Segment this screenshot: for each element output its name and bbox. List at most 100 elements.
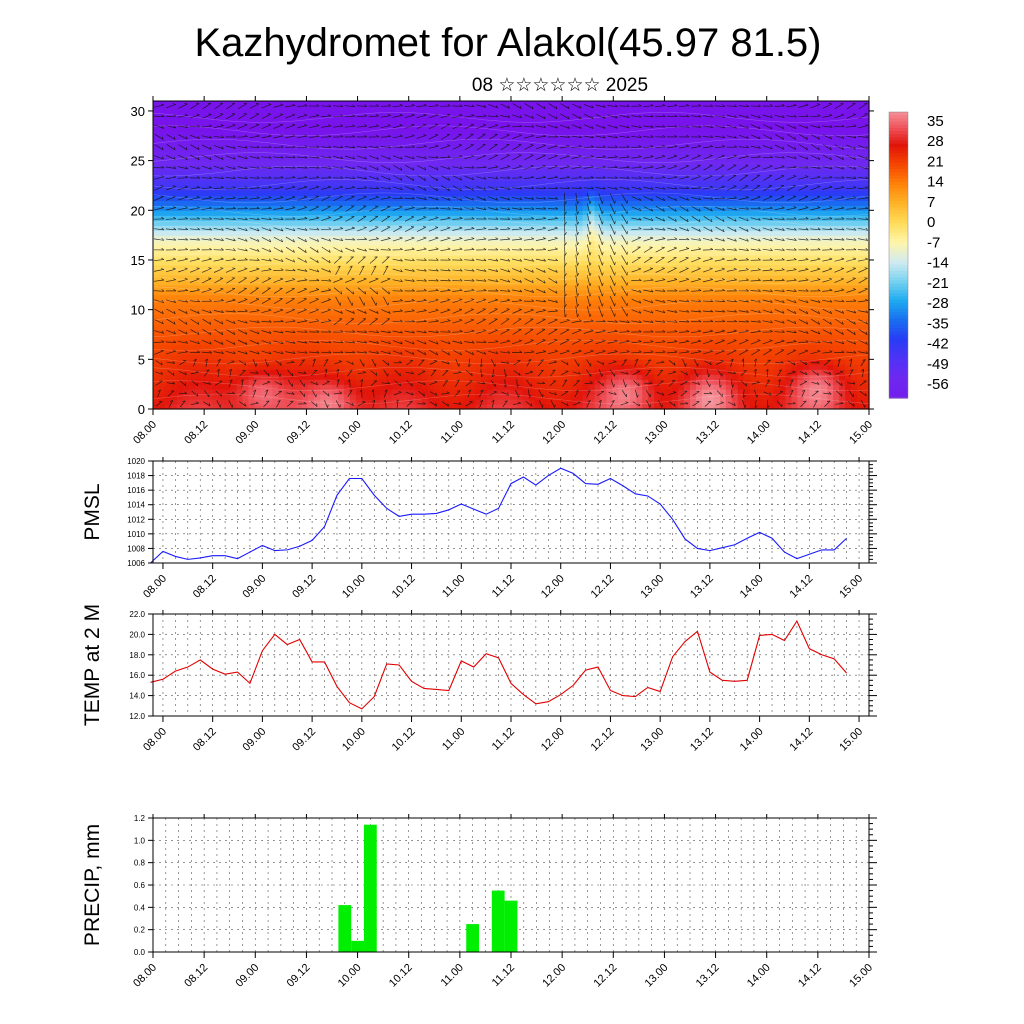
- heatmap-cell: [469, 334, 476, 341]
- heatmap-cell: [326, 145, 333, 152]
- heatmap-cell: [475, 329, 482, 336]
- heatmap-cell: [600, 101, 608, 107]
- heatmap-cell: [248, 140, 256, 147]
- heatmap-cell: [612, 145, 619, 152]
- heatmap-cell: [451, 125, 458, 132]
- heatmap-cell: [314, 369, 321, 375]
- heatmap-cell: [403, 245, 411, 251]
- heatmap-cell: [290, 145, 297, 152]
- heatmap-cell: [188, 140, 196, 147]
- heatmap-cell: [260, 245, 267, 251]
- heatmap-cell: [355, 150, 363, 157]
- heatmap-cell: [170, 324, 178, 331]
- heatmap-cell: [188, 294, 196, 301]
- heatmap-cell: [505, 150, 512, 157]
- heatmap-cell: [582, 215, 590, 221]
- heatmap-cell: [487, 259, 494, 266]
- heatmap-cell: [499, 195, 506, 201]
- heatmap-cell: [182, 279, 190, 286]
- heatmap-cell: [230, 289, 238, 296]
- heatmap-cell: [439, 284, 446, 291]
- heatmap-cell: [451, 394, 458, 400]
- heatmap-cell: [343, 160, 351, 167]
- heatmap-cell: [320, 165, 327, 172]
- heatmap-cell: [606, 379, 614, 385]
- heatmap-cell: [337, 279, 345, 286]
- heatmap-cell: [254, 180, 261, 187]
- heatmap-cell: [511, 279, 518, 286]
- heatmap-cell: [278, 334, 285, 341]
- heatmap-cell: [379, 225, 387, 231]
- heatmap-cell: [349, 274, 357, 281]
- heatmap-cell: [343, 245, 351, 251]
- heatmap-cell: [200, 155, 208, 162]
- heatmap-cell: [582, 299, 590, 306]
- heatmap-cell: [433, 289, 440, 296]
- heatmap-cell: [475, 145, 482, 152]
- heatmap-cell: [284, 160, 291, 167]
- heatmap-cell: [552, 255, 560, 261]
- heatmap-cell: [463, 369, 470, 375]
- heatmap-cell: [469, 264, 476, 271]
- heatmap-cell: [158, 304, 166, 311]
- heatmap-cell: [451, 379, 458, 385]
- heatmap-cell: [188, 324, 196, 331]
- heatmap-cell: [463, 165, 470, 172]
- heatmap-cell: [164, 115, 172, 122]
- heatmap-cell: [511, 269, 518, 276]
- heatmap-cell: [385, 135, 393, 142]
- heatmap-cell: [349, 160, 357, 167]
- heatmap-cell: [355, 309, 363, 316]
- heatmap-cell: [540, 110, 548, 117]
- heatmap-cell: [361, 309, 369, 316]
- heatmap-cell: [302, 364, 309, 370]
- heatmap-cell: [218, 130, 226, 137]
- heatmap-cell: [266, 364, 273, 370]
- heatmap-cell: [618, 334, 625, 341]
- heatmap-cell: [445, 230, 452, 236]
- heatmap-cell: [552, 404, 560, 410]
- heatmap-cell: [576, 394, 584, 400]
- heatmap-cell: [618, 110, 625, 117]
- heatmap-cell: [385, 404, 393, 410]
- heatmap-cell: [236, 120, 244, 127]
- heatmap-cell: [624, 304, 631, 311]
- heatmap-cell: [415, 384, 423, 390]
- heatmap-cell: [218, 230, 226, 236]
- heatmap-cell: [355, 145, 363, 152]
- heatmap-cell: [153, 404, 160, 410]
- heatmap-cell: [182, 354, 190, 360]
- heatmap-cell: [624, 115, 631, 122]
- heatmap-cell: [200, 384, 208, 390]
- heatmap-cell: [302, 215, 309, 221]
- heatmap-cell: [260, 294, 267, 301]
- heatmap-cell: [516, 364, 524, 370]
- heatmap-cell: [445, 240, 452, 246]
- heatmap-cell: [314, 135, 321, 142]
- heatmap-cell: [296, 205, 303, 211]
- heatmap-cell: [343, 115, 351, 122]
- heatmap-cell: [194, 180, 202, 187]
- heatmap-cell: [618, 190, 625, 196]
- heatmap-cell: [439, 115, 446, 122]
- heatmap-cell: [439, 175, 446, 182]
- heatmap-cell: [439, 185, 446, 192]
- heatmap-cell: [540, 394, 548, 400]
- heatmap-cell: [457, 394, 464, 400]
- heatmap-cell: [630, 394, 637, 400]
- heatmap-cell: [343, 240, 351, 246]
- heatmap-cell: [308, 160, 315, 167]
- heatmap-cell: [236, 255, 244, 261]
- heatmap-cell: [296, 369, 303, 375]
- heatmap-cell: [248, 334, 256, 341]
- heatmap-cell: [630, 235, 637, 241]
- heatmap-cell: [475, 190, 482, 196]
- heatmap-cell: [320, 130, 327, 137]
- heatmap-cell: [606, 125, 614, 132]
- heatmap-cell: [475, 344, 482, 350]
- heatmap-cell: [606, 220, 614, 226]
- heatmap-cell: [397, 190, 405, 196]
- heatmap-cell: [367, 160, 375, 167]
- heatmap-cell: [367, 180, 375, 187]
- heatmap-cell: [397, 105, 405, 112]
